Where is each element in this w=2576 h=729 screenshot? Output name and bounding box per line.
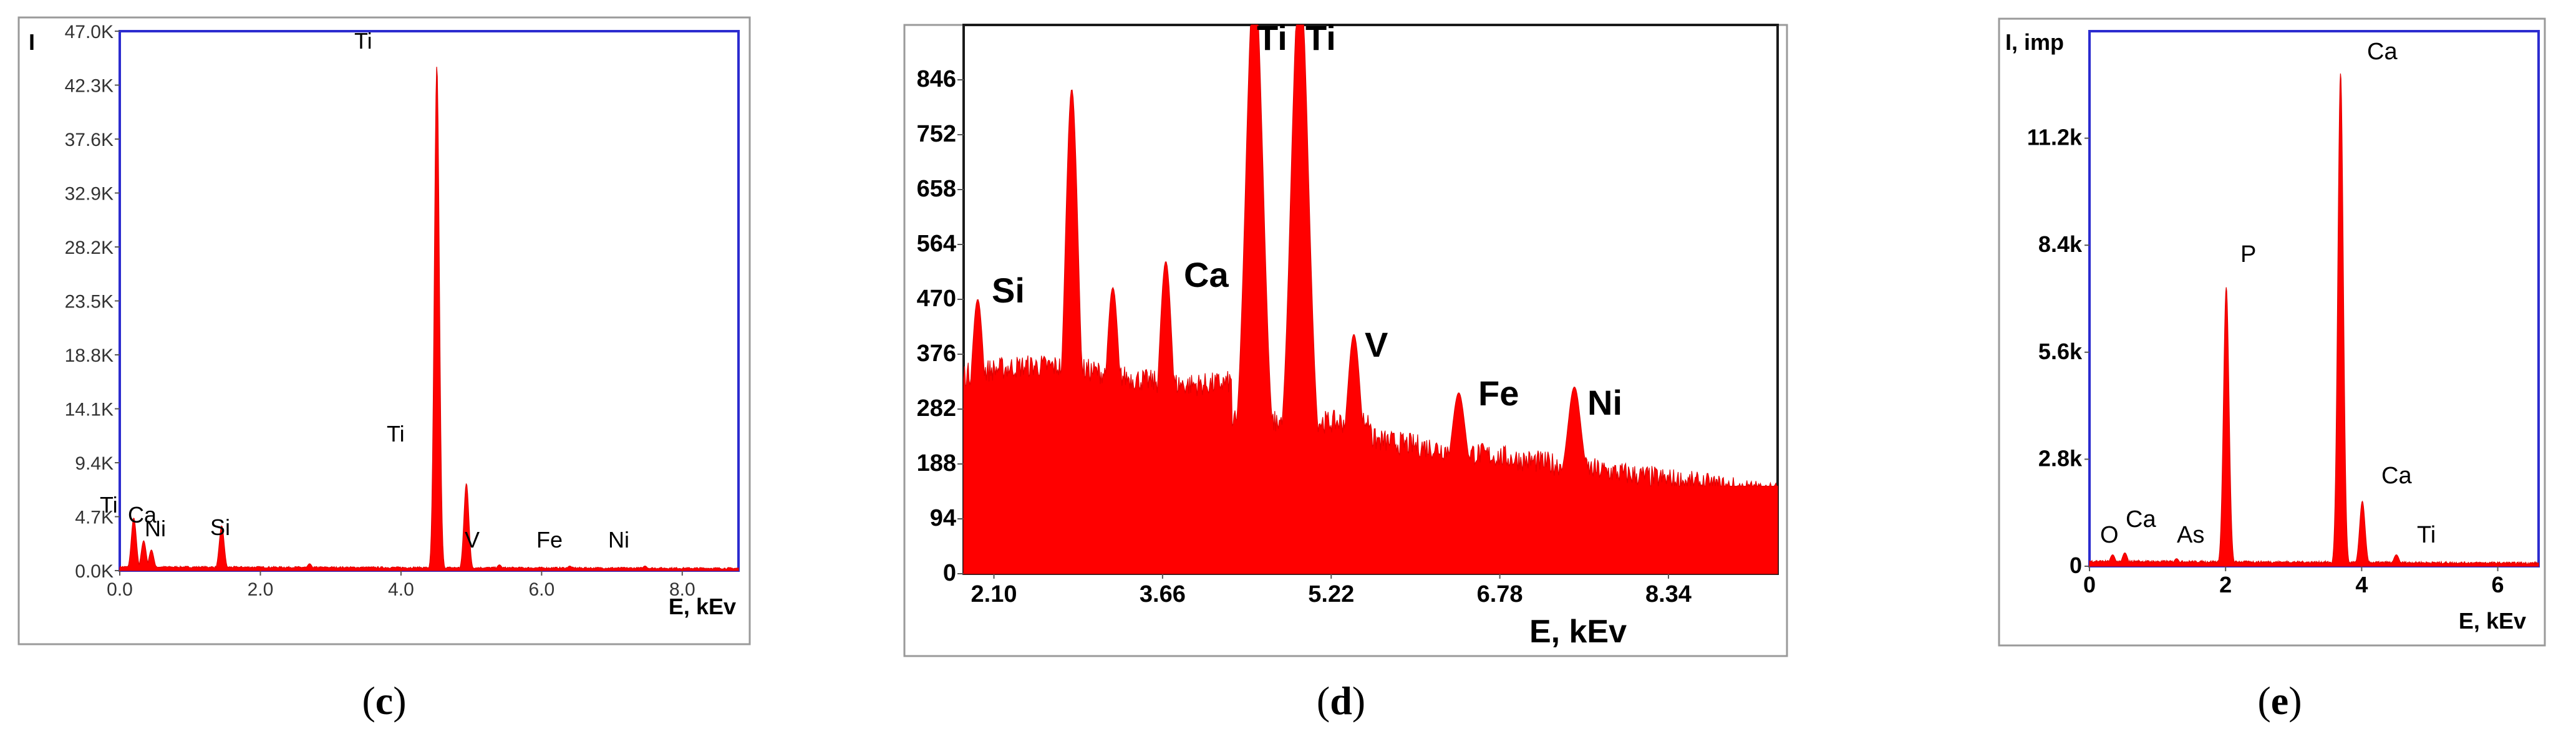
- caption-c: (c): [362, 678, 406, 723]
- y-tick-label: 18.8K: [65, 345, 114, 366]
- x-tick-label: 4.0: [388, 579, 414, 600]
- y-tick-label: 94: [930, 505, 956, 531]
- peak-label: Fe: [1478, 374, 1519, 413]
- x-tick-label: 5.22: [1308, 581, 1354, 607]
- y-tick-label: 0.0K: [75, 561, 114, 582]
- y-tick-label: 32.9K: [65, 184, 114, 205]
- x-tick-label: 0: [2083, 572, 2096, 597]
- x-tick-label: 6.78: [1477, 581, 1523, 607]
- panel-d-peak-labels: Si Ca Ti Ti V Fe Ni: [992, 18, 1622, 422]
- spectrum-area: [963, 24, 1778, 574]
- peak-label: Ca: [2126, 506, 2156, 533]
- caption-e: (e): [2257, 678, 2302, 723]
- y-tick-label: 9.4K: [75, 453, 114, 474]
- y-tick-label: 0: [943, 560, 956, 586]
- panel-e-y-axis-label: I, imp: [2005, 29, 2064, 55]
- peak-label: Ti: [387, 421, 405, 447]
- y-tick-label: 376: [917, 340, 956, 367]
- x-tick-label: 6.0: [529, 579, 555, 600]
- y-tick-label: 37.6K: [65, 130, 114, 150]
- panel-c: 0.0K 4.7K 9.4K 14.1K 18.8K 23.5K 28.2K 32.9K 37.…: [17, 16, 751, 645]
- y-tick-label: 4.7K: [75, 508, 114, 528]
- x-tick-label: 2: [2219, 572, 2232, 597]
- peak-label: P: [2240, 241, 2256, 268]
- panel-c-ticks: 0.0K 4.7K 9.4K 14.1K 18.8K 23.5K 28.2K 32.9K 37.…: [65, 22, 695, 600]
- panel-e: 0 2.8k 5.6k 8.4k 11.2k 0 2 4 6 O Ca As P Ca Ca Ti I, i…: [1998, 17, 2546, 647]
- peak-label: Ca: [128, 502, 157, 528]
- spectrum-area: [119, 67, 739, 571]
- y-tick-label: 11.2k: [2027, 125, 2083, 150]
- peak-label: Ni: [145, 516, 166, 541]
- panel-e-peak-labels: O Ca As P Ca Ca Ti: [2100, 39, 2436, 548]
- panel-d: 0 94 188 282 376 470 564 658 752 846 2.10 3.66 5.22 6…: [903, 18, 1788, 657]
- panel-e-frame: [1998, 17, 2546, 647]
- panel-c-y-axis-label: I: [29, 29, 35, 55]
- peak-label: As: [2177, 522, 2204, 548]
- y-tick-label: 282: [917, 395, 956, 422]
- x-tick-label: 0.0: [107, 579, 133, 600]
- x-tick-label: 6: [2492, 572, 2504, 597]
- spectrum-area: [2089, 73, 2539, 567]
- x-tick-label: 2.10: [971, 581, 1017, 607]
- panel-c-spectrum: [119, 67, 739, 571]
- caption-d: (d): [1317, 678, 1365, 723]
- y-tick-label: 42.3K: [65, 76, 114, 97]
- y-tick-label: 5.6k: [2038, 339, 2083, 364]
- panel-d-x-axis-label: E, kEv: [1529, 614, 1627, 650]
- y-tick-label: 14.1K: [65, 400, 114, 420]
- peak-label: Ca: [2367, 39, 2398, 65]
- y-tick-label: 564: [917, 231, 956, 257]
- peak-label: Ti: [1257, 18, 1287, 57]
- y-tick-label: 188: [917, 450, 956, 476]
- peak-label: Ti: [1305, 18, 1336, 57]
- x-tick-label: 3.66: [1140, 581, 1186, 607]
- peak-label: Ti: [2417, 522, 2436, 548]
- peak-label: Fe: [536, 527, 563, 553]
- peak-label: V: [1365, 325, 1388, 364]
- y-tick-label: 846: [917, 66, 956, 92]
- panel-e-ticks: 0 2.8k 5.6k 8.4k 11.2k 0 2 4 6: [2027, 125, 2504, 597]
- x-tick-label: 8.0: [669, 579, 695, 600]
- y-tick-label: 2.8k: [2038, 445, 2083, 471]
- panel-c-x-axis-label: E, kEv: [669, 594, 736, 619]
- peak-label: Ti: [354, 28, 372, 54]
- panel-e-x-axis-label: E, kEv: [2459, 608, 2526, 634]
- panel-e-plot-area: [2088, 30, 2540, 567]
- peak-label: Ca: [1184, 255, 1229, 294]
- peak-label: Si: [210, 514, 230, 540]
- y-tick-label: 752: [917, 121, 956, 147]
- peak-label: Ni: [608, 527, 629, 553]
- peak-label: Ca: [2381, 463, 2412, 489]
- peak-label: Si: [992, 271, 1025, 310]
- y-tick-label: 8.4k: [2038, 231, 2083, 257]
- x-tick-label: 2.0: [248, 579, 274, 600]
- x-tick-label: 8.34: [1645, 581, 1692, 607]
- panel-e-spectrum: [2089, 73, 2539, 567]
- panel-d-ticks: 0 94 188 282 376 470 564 658 752 846 2.10 3.66 5.22 6…: [917, 66, 1692, 607]
- panel-d-spectrum: [963, 24, 1778, 574]
- peak-label: V: [465, 527, 480, 553]
- y-tick-label: 47.0K: [65, 22, 114, 42]
- peak-label: O: [2100, 522, 2119, 548]
- y-tick-label: 658: [917, 176, 956, 202]
- x-tick-label: 4: [2355, 572, 2368, 597]
- y-tick-label: 28.2K: [65, 238, 114, 258]
- y-tick-label: 0: [2070, 553, 2082, 578]
- panel-c-plot-area: [119, 30, 740, 572]
- y-tick-label: 470: [917, 286, 956, 312]
- peak-label: Ti: [100, 492, 118, 518]
- panel-c-frame: [17, 16, 751, 645]
- y-tick-label: 23.5K: [65, 292, 114, 312]
- peak-label: Ni: [1587, 383, 1622, 422]
